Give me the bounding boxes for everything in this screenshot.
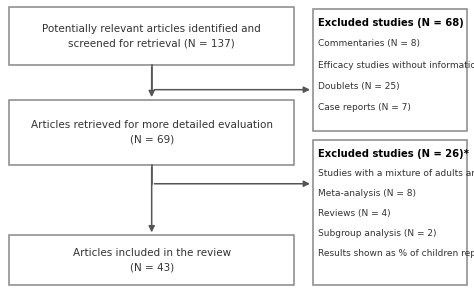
Text: screened for retrieval (N = 137): screened for retrieval (N = 137) <box>68 38 235 49</box>
Text: Potentially relevant articles identified and: Potentially relevant articles identified… <box>42 24 261 34</box>
Text: Articles included in the review: Articles included in the review <box>73 248 231 258</box>
Text: Reviews (N = 4): Reviews (N = 4) <box>318 209 390 218</box>
Text: Excluded studies (N = 68): Excluded studies (N = 68) <box>318 18 463 28</box>
FancyBboxPatch shape <box>313 140 467 285</box>
Text: Doublets (N = 25): Doublets (N = 25) <box>318 82 399 91</box>
Text: (N = 69): (N = 69) <box>129 135 174 145</box>
Text: Commentaries (N = 8): Commentaries (N = 8) <box>318 39 419 49</box>
Text: (N = 43): (N = 43) <box>129 263 174 273</box>
FancyBboxPatch shape <box>9 235 294 285</box>
FancyBboxPatch shape <box>9 100 294 165</box>
FancyBboxPatch shape <box>9 7 294 65</box>
Text: Excluded studies (N = 26)*: Excluded studies (N = 26)* <box>318 149 469 159</box>
FancyBboxPatch shape <box>313 9 467 131</box>
Text: Studies with a mixture of adults and children (N = 4): Studies with a mixture of adults and chi… <box>318 169 474 178</box>
Text: Meta-analysis (N = 8): Meta-analysis (N = 8) <box>318 189 416 198</box>
Text: Efficacy studies without information about ADRs (N = 28): Efficacy studies without information abo… <box>318 61 474 70</box>
Text: Case reports (N = 7): Case reports (N = 7) <box>318 103 410 112</box>
Text: Subgroup analysis (N = 2): Subgroup analysis (N = 2) <box>318 229 436 238</box>
Text: Results shown as % of children reporting ADRs (N = 8): Results shown as % of children reporting… <box>318 249 474 258</box>
Text: Articles retrieved for more detailed evaluation: Articles retrieved for more detailed eva… <box>31 120 273 130</box>
